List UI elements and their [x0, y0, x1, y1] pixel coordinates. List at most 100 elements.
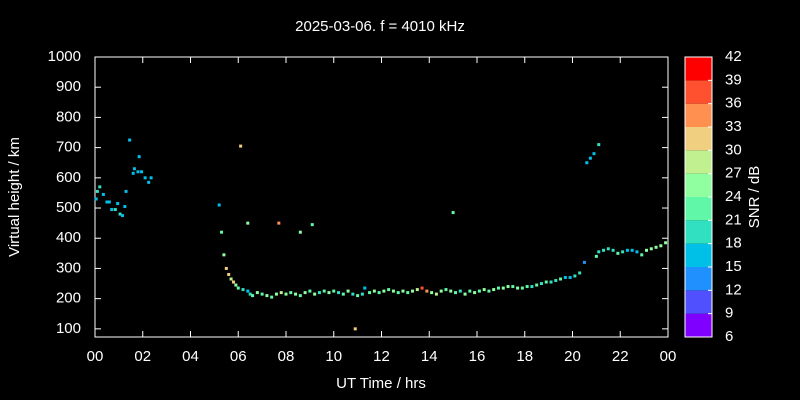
point	[554, 279, 558, 283]
x-axis-label: UT Time / hrs	[336, 375, 426, 392]
colorbar-tick-label: 24	[725, 188, 742, 205]
point	[425, 289, 429, 293]
y-tick-label: 700	[56, 139, 81, 156]
colorbar-tick-label: 36	[725, 95, 742, 112]
point	[246, 221, 250, 225]
point	[132, 167, 136, 171]
point	[592, 152, 596, 156]
point	[635, 250, 639, 254]
point	[444, 288, 448, 292]
point	[332, 289, 336, 293]
point	[597, 250, 601, 254]
y-axis-label: Virtual height / km	[6, 137, 23, 257]
point	[277, 221, 281, 225]
point	[217, 203, 221, 207]
point	[420, 286, 424, 290]
point	[118, 212, 122, 216]
colorbar-tick-label: 12	[725, 281, 742, 298]
colorbar-tick-label: 9	[725, 305, 733, 322]
point	[391, 289, 395, 293]
point	[298, 230, 302, 234]
colorbar-band	[685, 103, 712, 127]
colorbar-band	[685, 57, 712, 81]
point	[463, 292, 467, 296]
point	[582, 260, 586, 264]
colorbar-tick-label: 27	[725, 165, 742, 182]
point	[246, 289, 250, 293]
point	[606, 247, 610, 251]
point	[568, 275, 572, 279]
point	[229, 277, 233, 281]
point	[95, 189, 99, 193]
point	[401, 289, 405, 293]
point	[621, 250, 625, 254]
y-tick-label: 1000	[48, 48, 81, 65]
point	[520, 286, 524, 290]
point	[260, 292, 264, 296]
x-tick-label: 10	[325, 348, 342, 365]
point	[578, 271, 582, 275]
point	[588, 156, 592, 160]
point	[645, 248, 649, 252]
point	[140, 170, 144, 174]
x-tick-label: 04	[182, 348, 199, 365]
x-tick-label: 02	[134, 348, 151, 365]
colorbar-tick-label: 42	[725, 48, 742, 65]
point	[625, 248, 629, 252]
x-tick-label: 12	[373, 348, 390, 365]
point	[525, 285, 529, 289]
point	[116, 201, 120, 205]
colorbar-band	[685, 127, 712, 151]
colorbar-band	[685, 267, 712, 291]
point	[351, 292, 355, 296]
point	[530, 285, 534, 289]
point	[482, 288, 486, 292]
colorbar-tick-label: 18	[725, 235, 742, 252]
colorbar-tick-label: 39	[725, 71, 742, 88]
point	[224, 266, 228, 270]
point	[105, 200, 109, 204]
point	[360, 292, 364, 296]
point	[434, 292, 438, 296]
point	[387, 288, 391, 292]
point	[473, 291, 477, 295]
point	[363, 286, 367, 290]
point	[94, 197, 98, 201]
point	[516, 286, 520, 290]
colorbar-tick-label: 21	[725, 211, 742, 228]
point	[222, 253, 226, 257]
point	[137, 155, 141, 159]
point	[559, 277, 563, 281]
colorbar-band	[685, 313, 712, 337]
point	[310, 223, 314, 227]
point	[231, 280, 235, 284]
point	[356, 294, 360, 298]
point	[506, 285, 510, 289]
colorbar-band	[685, 197, 712, 221]
point	[337, 291, 341, 295]
point	[123, 205, 127, 209]
point	[616, 251, 620, 255]
point	[449, 289, 453, 293]
colorbar-tick-label: 15	[725, 258, 742, 275]
colorbar-band	[685, 80, 712, 104]
point	[511, 285, 515, 289]
point	[110, 208, 114, 212]
point	[611, 248, 615, 252]
colorbar-band	[685, 290, 712, 314]
point	[327, 291, 331, 295]
point	[477, 289, 481, 293]
point	[602, 248, 606, 252]
point	[458, 289, 462, 293]
point	[131, 171, 135, 175]
point	[98, 185, 102, 189]
plot-frame	[94, 56, 669, 338]
point	[563, 275, 567, 279]
point	[454, 291, 458, 295]
point	[308, 289, 312, 293]
y-tick-label: 800	[56, 108, 81, 125]
point	[492, 288, 496, 292]
point	[630, 248, 634, 252]
colorbar-band	[685, 173, 712, 197]
point	[147, 180, 151, 184]
